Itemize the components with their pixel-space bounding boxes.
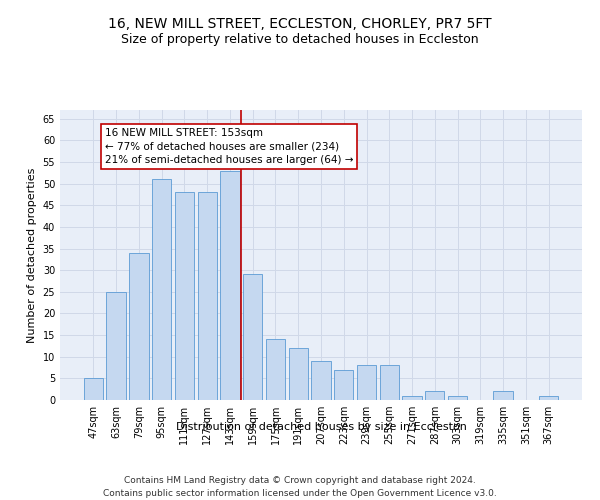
Bar — [220, 170, 239, 400]
Bar — [425, 392, 445, 400]
Bar — [493, 392, 513, 400]
Text: Size of property relative to detached houses in Eccleston: Size of property relative to detached ho… — [121, 32, 479, 46]
Text: 16, NEW MILL STREET, ECCLESTON, CHORLEY, PR7 5FT: 16, NEW MILL STREET, ECCLESTON, CHORLEY,… — [108, 18, 492, 32]
Text: 16 NEW MILL STREET: 153sqm
← 77% of detached houses are smaller (234)
21% of sem: 16 NEW MILL STREET: 153sqm ← 77% of deta… — [105, 128, 353, 164]
Text: Distribution of detached houses by size in Eccleston: Distribution of detached houses by size … — [176, 422, 466, 432]
Bar — [448, 396, 467, 400]
Text: Contains public sector information licensed under the Open Government Licence v3: Contains public sector information licen… — [103, 489, 497, 498]
Bar — [334, 370, 353, 400]
Bar — [357, 366, 376, 400]
Y-axis label: Number of detached properties: Number of detached properties — [27, 168, 37, 342]
Bar — [539, 396, 558, 400]
Bar — [403, 396, 422, 400]
Bar — [311, 361, 331, 400]
Bar — [84, 378, 103, 400]
Bar — [129, 253, 149, 400]
Bar — [380, 366, 399, 400]
Bar — [197, 192, 217, 400]
Bar — [266, 340, 285, 400]
Bar — [243, 274, 262, 400]
Bar — [152, 180, 172, 400]
Text: Contains HM Land Registry data © Crown copyright and database right 2024.: Contains HM Land Registry data © Crown c… — [124, 476, 476, 485]
Bar — [106, 292, 126, 400]
Bar — [289, 348, 308, 400]
Bar — [175, 192, 194, 400]
